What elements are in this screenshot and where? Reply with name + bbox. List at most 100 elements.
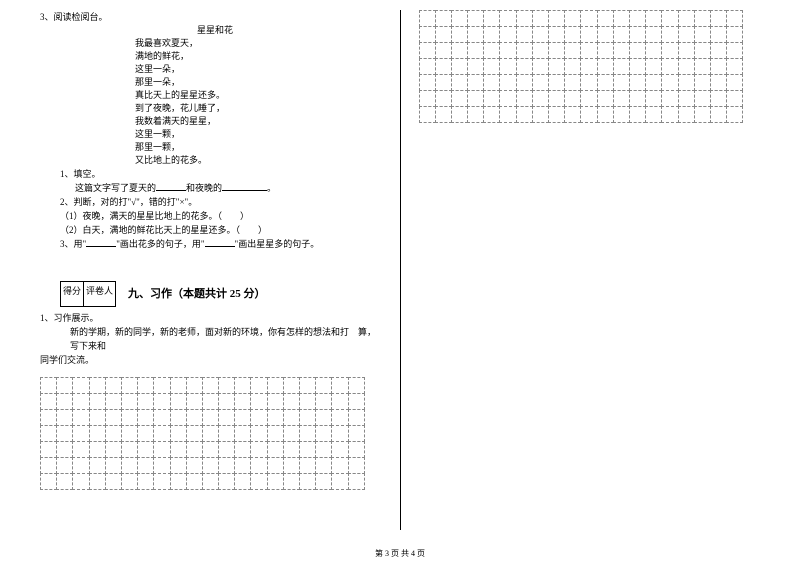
grid-cell[interactable] [137, 473, 154, 490]
grid-cell[interactable] [678, 90, 695, 107]
grid-cell[interactable] [89, 393, 106, 410]
grid-cell[interactable] [580, 90, 597, 107]
grid-cell[interactable] [451, 106, 468, 123]
grid-cell[interactable] [499, 90, 516, 107]
grid-cell[interactable] [726, 10, 743, 27]
grid-cell[interactable] [694, 74, 711, 91]
grid-cell[interactable] [710, 106, 727, 123]
grid-cell[interactable] [40, 377, 57, 394]
grid-cell[interactable] [267, 425, 284, 442]
grid-cell[interactable] [483, 42, 500, 59]
grid-cell[interactable] [678, 58, 695, 75]
grid-cell[interactable] [331, 409, 348, 426]
grid-cell[interactable] [250, 409, 267, 426]
grid-cell[interactable] [267, 377, 284, 394]
grid-cell[interactable] [499, 10, 516, 27]
grid-cell[interactable] [170, 425, 187, 442]
grid-cell[interactable] [202, 441, 219, 458]
grid-cell[interactable] [218, 393, 235, 410]
grid-cell[interactable] [105, 377, 122, 394]
grid-cell[interactable] [315, 441, 332, 458]
grid-cell[interactable] [419, 42, 436, 59]
grid-cell[interactable] [267, 409, 284, 426]
grid-cell[interactable] [40, 409, 57, 426]
grid-cell[interactable] [283, 425, 300, 442]
grid-cell[interactable] [629, 74, 646, 91]
grid-cell[interactable] [710, 58, 727, 75]
grid-cell[interactable] [726, 106, 743, 123]
grid-cell[interactable] [564, 106, 581, 123]
grid-cell[interactable] [153, 377, 170, 394]
grid-cell[interactable] [170, 457, 187, 474]
grid-cell[interactable] [299, 457, 316, 474]
grid-cell[interactable] [694, 10, 711, 27]
grid-cell[interactable] [613, 74, 630, 91]
grid-cell[interactable] [645, 42, 662, 59]
grid-cell[interactable] [532, 106, 549, 123]
grid-cell[interactable] [726, 58, 743, 75]
grid-cell[interactable] [283, 377, 300, 394]
grid-cell[interactable] [629, 106, 646, 123]
grid-cell[interactable] [419, 58, 436, 75]
grid-cell[interactable] [72, 425, 89, 442]
grid-cell[interactable] [331, 377, 348, 394]
grid-cell[interactable] [153, 425, 170, 442]
grid-cell[interactable] [105, 393, 122, 410]
grid-cell[interactable] [56, 425, 73, 442]
grid-cell[interactable] [597, 26, 614, 43]
grid-cell[interactable] [250, 441, 267, 458]
grid-cell[interactable] [564, 74, 581, 91]
grid-cell[interactable] [283, 473, 300, 490]
grid-cell[interactable] [451, 90, 468, 107]
grid-cell[interactable] [645, 106, 662, 123]
grid-cell[interactable] [202, 409, 219, 426]
grid-cell[interactable] [629, 10, 646, 27]
grid-cell[interactable] [629, 42, 646, 59]
grid-cell[interactable] [170, 409, 187, 426]
grid-cell[interactable] [710, 74, 727, 91]
grid-cell[interactable] [105, 441, 122, 458]
grid-cell[interactable] [267, 473, 284, 490]
grid-cell[interactable] [56, 457, 73, 474]
grid-cell[interactable] [451, 26, 468, 43]
grid-cell[interactable] [516, 90, 533, 107]
grid-cell[interactable] [40, 393, 57, 410]
grid-cell[interactable] [89, 409, 106, 426]
grid-cell[interactable] [548, 106, 565, 123]
fill-blank[interactable] [86, 237, 116, 247]
grid-cell[interactable] [661, 90, 678, 107]
grid-cell[interactable] [467, 74, 484, 91]
grid-cell[interactable] [435, 26, 452, 43]
grid-cell[interactable] [299, 441, 316, 458]
grid-cell[interactable] [483, 74, 500, 91]
grid-cell[interactable] [532, 10, 549, 27]
grid-cell[interactable] [105, 473, 122, 490]
grid-cell[interactable] [516, 106, 533, 123]
grid-cell[interactable] [548, 74, 565, 91]
grid-cell[interactable] [564, 10, 581, 27]
grid-cell[interactable] [726, 74, 743, 91]
grid-cell[interactable] [170, 441, 187, 458]
grid-cell[interactable] [153, 441, 170, 458]
grid-cell[interactable] [283, 457, 300, 474]
grid-cell[interactable] [645, 58, 662, 75]
grid-cell[interactable] [710, 10, 727, 27]
grid-cell[interactable] [516, 42, 533, 59]
grid-cell[interactable] [315, 393, 332, 410]
grid-cell[interactable] [56, 377, 73, 394]
grid-cell[interactable] [483, 90, 500, 107]
grid-cell[interactable] [419, 26, 436, 43]
grid-cell[interactable] [678, 26, 695, 43]
grid-cell[interactable] [348, 377, 365, 394]
grid-cell[interactable] [678, 42, 695, 59]
grid-cell[interactable] [331, 457, 348, 474]
grid-cell[interactable] [483, 26, 500, 43]
grid-cell[interactable] [202, 425, 219, 442]
grid-cell[interactable] [89, 377, 106, 394]
grid-cell[interactable] [597, 10, 614, 27]
grid-cell[interactable] [532, 58, 549, 75]
grid-cell[interactable] [726, 26, 743, 43]
grid-cell[interactable] [694, 106, 711, 123]
grid-cell[interactable] [105, 425, 122, 442]
grid-cell[interactable] [72, 393, 89, 410]
